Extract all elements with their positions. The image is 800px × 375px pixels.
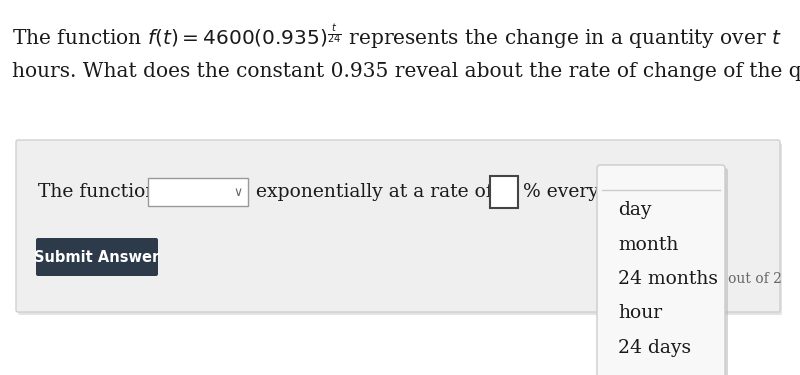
Text: The function is: The function is — [38, 183, 179, 201]
Text: exponentially at a rate of: exponentially at a rate of — [256, 183, 493, 201]
Text: hours. What does the constant 0.935 reveal about the rate of change of the quant: hours. What does the constant 0.935 reve… — [12, 62, 800, 81]
FancyBboxPatch shape — [148, 178, 248, 206]
FancyBboxPatch shape — [16, 140, 780, 312]
Text: out of 2: out of 2 — [728, 272, 782, 286]
Text: day: day — [618, 201, 651, 219]
Text: The function $f(t) = 4600(0.935)^{\frac{t}{24}}$ represents the change in a quan: The function $f(t) = 4600(0.935)^{\frac{… — [12, 22, 782, 52]
Text: hour: hour — [618, 304, 662, 322]
Text: ✓: ✓ — [596, 184, 609, 200]
Text: month: month — [618, 236, 678, 254]
Text: 24 months: 24 months — [618, 270, 718, 288]
Text: ∨: ∨ — [234, 186, 242, 198]
Text: 24 days: 24 days — [618, 339, 691, 357]
Text: Submit Answer: Submit Answer — [34, 249, 160, 264]
Text: % every: % every — [523, 183, 599, 201]
FancyBboxPatch shape — [490, 176, 518, 208]
FancyBboxPatch shape — [597, 165, 725, 375]
FancyBboxPatch shape — [600, 168, 728, 375]
FancyBboxPatch shape — [18, 143, 782, 315]
FancyBboxPatch shape — [36, 238, 158, 276]
